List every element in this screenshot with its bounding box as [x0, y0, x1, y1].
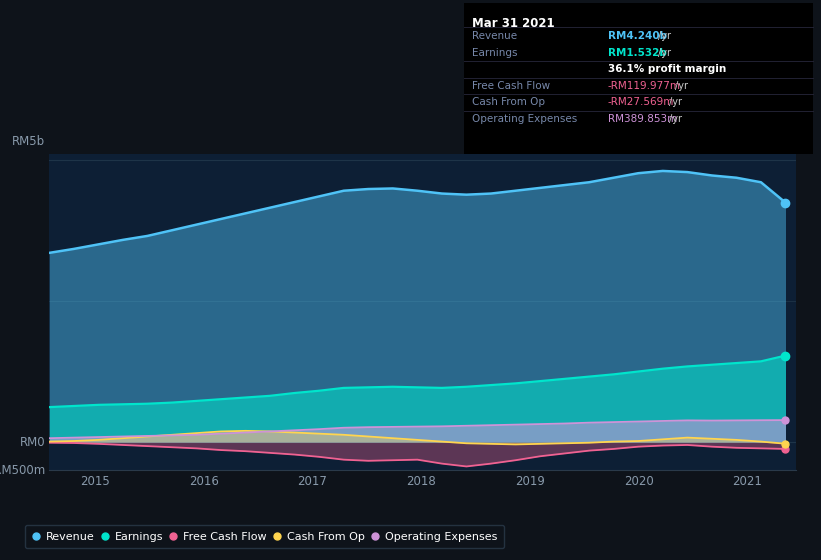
Text: Mar 31 2021: Mar 31 2021 [472, 17, 555, 30]
Text: RM0: RM0 [20, 436, 45, 449]
Text: 36.1% profit margin: 36.1% profit margin [608, 64, 726, 74]
Text: /yr: /yr [658, 48, 671, 58]
Text: /yr: /yr [658, 31, 671, 41]
Text: -RM27.569m: -RM27.569m [608, 97, 674, 108]
Text: /yr: /yr [675, 81, 688, 91]
Text: Free Cash Flow: Free Cash Flow [472, 81, 550, 91]
Text: RM4.240b: RM4.240b [608, 31, 667, 41]
Text: Revenue: Revenue [472, 31, 517, 41]
Text: -RM500m: -RM500m [0, 464, 45, 477]
Text: /yr: /yr [669, 114, 682, 124]
Text: Earnings: Earnings [472, 48, 517, 58]
Legend: Revenue, Earnings, Free Cash Flow, Cash From Op, Operating Expenses: Revenue, Earnings, Free Cash Flow, Cash … [25, 525, 504, 548]
Text: Cash From Op: Cash From Op [472, 97, 545, 108]
Text: Operating Expenses: Operating Expenses [472, 114, 577, 124]
Text: RM389.853m: RM389.853m [608, 114, 677, 124]
Text: RM1.532b: RM1.532b [608, 48, 667, 58]
Text: /yr: /yr [669, 97, 682, 108]
Text: RM5b: RM5b [12, 136, 45, 148]
Text: -RM119.977m: -RM119.977m [608, 81, 681, 91]
